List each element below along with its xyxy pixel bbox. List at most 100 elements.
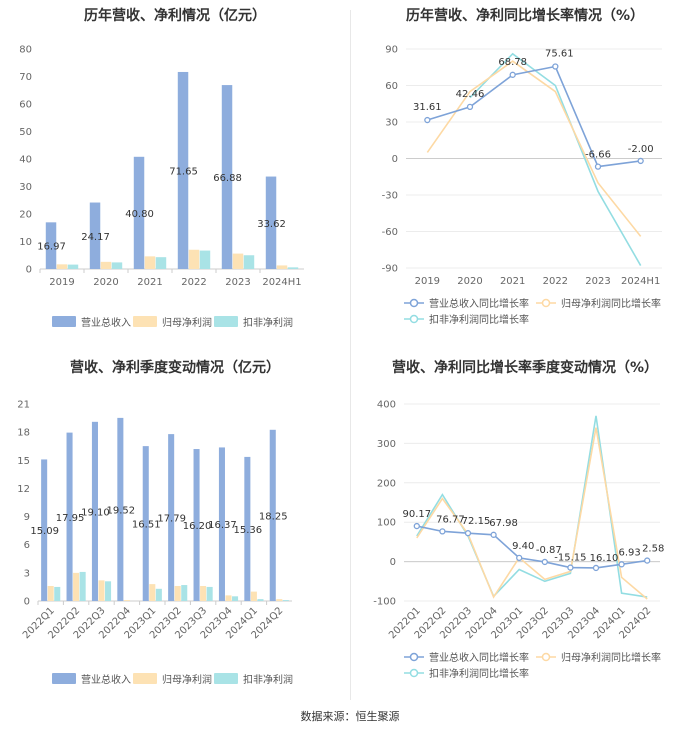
bar-2	[287, 267, 299, 269]
legend-entry: 扣非净利润同比增长率	[429, 667, 529, 680]
y-tick-label: 70	[19, 72, 32, 83]
bar-0	[244, 456, 251, 601]
series-point-0	[592, 564, 600, 572]
point-value-label: 9.40	[512, 541, 534, 552]
bar-2	[181, 585, 188, 601]
bar-value-label: 15.36	[234, 525, 263, 536]
data-source: 数据来源：恒生聚源	[300, 710, 400, 723]
y-tick-label: 20	[19, 210, 32, 221]
y-tick-label: 21	[17, 400, 30, 411]
series-line-2	[469, 52, 642, 266]
series-line-0	[416, 525, 648, 569]
y-tick-label: 50	[19, 127, 32, 138]
legend-entry: 归母净利润	[162, 316, 212, 329]
series-point-0	[637, 157, 644, 165]
bar-value-label: 16.20	[183, 521, 212, 532]
bar-0	[45, 222, 57, 269]
bar-value-label: 16.51	[132, 520, 161, 531]
series-line-1	[426, 60, 642, 237]
point-value-label: -6.66	[585, 150, 611, 161]
chart-title: 营收、净利季度变动情况（亿元）	[70, 359, 280, 376]
bar-0	[269, 429, 276, 601]
bar-1	[149, 584, 156, 601]
legend-swatch	[52, 673, 76, 684]
bar-1	[73, 572, 80, 601]
x-tick-label: 2022	[543, 276, 568, 287]
x-tick-label: 2021	[137, 277, 162, 288]
bar-0	[193, 449, 200, 601]
series-point-0	[466, 103, 474, 110]
bar-1	[225, 595, 232, 601]
series-point-0	[413, 522, 420, 530]
bar-2	[54, 586, 61, 601]
y-tick-label: 100	[377, 518, 396, 529]
bar-1	[174, 585, 181, 601]
legend-entry: 扣非净利润	[243, 316, 293, 329]
bar-value-label: 16.37	[208, 520, 237, 531]
bar-1	[100, 261, 112, 269]
series-point-0	[516, 554, 523, 562]
bar-0	[177, 71, 189, 270]
bar-0	[265, 176, 277, 269]
legend-marker-icon	[409, 298, 419, 308]
point-value-label: 75.61	[545, 49, 574, 60]
bar-0	[41, 459, 48, 601]
bar-value-label: 33.62	[257, 219, 286, 230]
legend-swatch	[133, 316, 157, 327]
bar-0	[133, 156, 145, 269]
bar-value-label: 66.88	[213, 173, 242, 184]
y-tick-label: 30	[19, 182, 32, 193]
y-tick-label: 0	[390, 557, 396, 568]
bar-2	[155, 257, 167, 269]
x-tick-label: 2022	[181, 277, 206, 288]
bar-2	[155, 588, 162, 601]
series-line-0	[427, 65, 641, 168]
legend-marker-icon	[409, 652, 419, 662]
chart-svg: 历年营收、净利同比增长率情况（%） -90 -60 -30 0 30 60 90 2019 202…	[382, 7, 662, 326]
point-value-label: 68.78	[498, 57, 527, 68]
annual-growth-rate-chart: 历年营收、净利同比增长率情况（%） -90 -60 -30 0 30 60 90 2019 202…	[350, 0, 700, 350]
point-value-label: 31.61	[413, 102, 442, 113]
chart-svg: 历年营收、净利情况（亿元） 0 10 20 30 40 50 60 70 80 2019 2020 20…	[19, 7, 304, 329]
bar-0	[168, 434, 175, 601]
bar-0	[91, 421, 98, 601]
x-tick-label: 2019	[49, 277, 74, 288]
bar-value-label: 16.97	[37, 242, 66, 253]
legend-swatch	[133, 673, 157, 684]
bar-0	[218, 447, 225, 601]
legend-swatch	[214, 316, 238, 327]
point-value-label: 90.17	[402, 509, 431, 520]
point-value-label: -2.00	[628, 144, 654, 155]
panel-divider	[350, 10, 351, 700]
y-tick-label: 3	[24, 568, 30, 579]
y-tick-label: -100	[373, 597, 396, 608]
series-point-0	[464, 530, 472, 537]
bar-1	[188, 249, 200, 269]
series-point-0	[567, 564, 574, 571]
series-line-1	[416, 427, 648, 600]
bar-2	[111, 262, 123, 269]
y-tick-label: 30	[385, 118, 398, 129]
y-tick-label: 9	[24, 512, 30, 523]
legend-entry: 扣非净利润	[243, 673, 293, 686]
bar-1	[56, 264, 68, 269]
x-tick-label: 2021	[500, 276, 525, 287]
point-value-label: 16.10	[590, 553, 619, 564]
y-tick-label: 80	[19, 45, 32, 56]
legend-entry: 营业总收入同比增长率	[429, 651, 529, 664]
y-tick-label: 0	[392, 154, 398, 165]
point-value-label: 42.46	[456, 89, 485, 100]
bar-1	[250, 591, 257, 601]
x-tick-label: 2020	[457, 276, 482, 287]
y-tick-label: -30	[382, 191, 398, 202]
quarterly-growth-rate-chart: 营收、净利同比增长率季度变动情况（%） -100 0 100 200 300 400 2022…	[350, 352, 700, 702]
bar-value-label: 17.95	[56, 513, 85, 524]
bar-value-label: 19.10	[81, 507, 110, 518]
legend-entry: 归母净利润同比增长率	[561, 297, 661, 310]
point-value-label: 6.93	[618, 547, 640, 558]
series-point-0	[424, 116, 431, 124]
legend-marker-icon	[409, 314, 419, 324]
chart-title: 历年营收、净利同比增长率情况（%）	[406, 7, 644, 24]
point-value-label: 2.58	[642, 544, 664, 555]
bar-1	[276, 599, 283, 601]
